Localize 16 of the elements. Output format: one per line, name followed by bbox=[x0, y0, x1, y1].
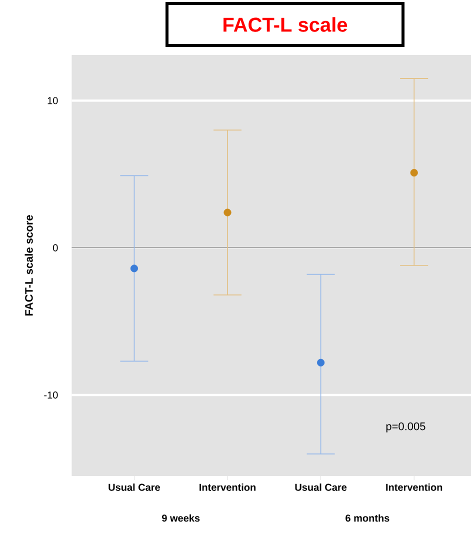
x-tick-label: Usual Care bbox=[295, 484, 347, 491]
point bbox=[224, 208, 232, 216]
point bbox=[410, 168, 418, 177]
x-tick-label: Usual Care bbox=[108, 484, 160, 491]
x-tick-label: Intervention bbox=[386, 484, 442, 491]
text: 6 months bbox=[346, 514, 390, 522]
annotation: p=0.005 bbox=[386, 422, 426, 432]
point bbox=[130, 264, 138, 272]
y-tick-label: 0 bbox=[53, 244, 58, 252]
x-tick-label: Intervention bbox=[200, 484, 256, 491]
y-axis-title: FACT-L scale score bbox=[24, 215, 33, 316]
text: 9 weeks bbox=[162, 514, 200, 522]
point bbox=[316, 358, 325, 366]
y-tick-label: 10 bbox=[48, 97, 58, 104]
y-tick-label: -10 bbox=[44, 391, 58, 399]
chart-title: FACT-L scale bbox=[224, 17, 348, 32]
